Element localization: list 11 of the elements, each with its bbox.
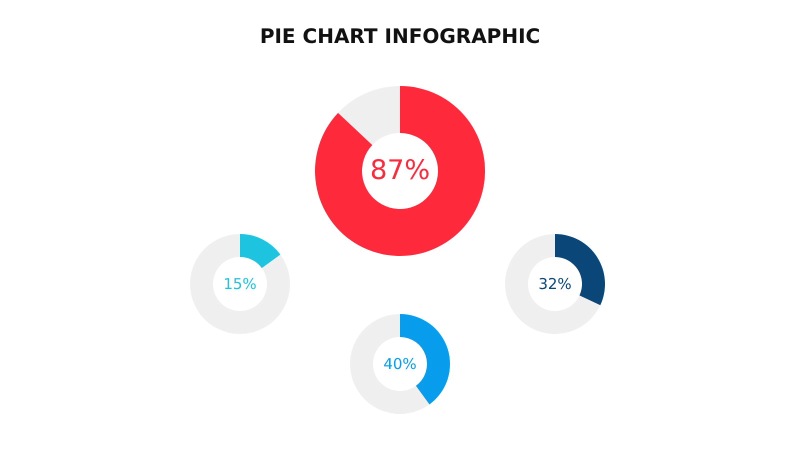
data-label: 40%: [383, 355, 417, 373]
donut-slice: [505, 234, 600, 334]
donut-slice: [350, 314, 430, 414]
donut-slice: [338, 86, 400, 145]
chart-title: PIE CHART INFOGRAPHIC: [260, 24, 540, 48]
data-label: 15%: [223, 275, 257, 293]
data-label: 87%: [370, 155, 430, 186]
donut-slice: [240, 234, 280, 268]
donut-slice: [315, 86, 485, 256]
donut-slice: [190, 234, 290, 334]
data-label: 32%: [538, 275, 572, 293]
